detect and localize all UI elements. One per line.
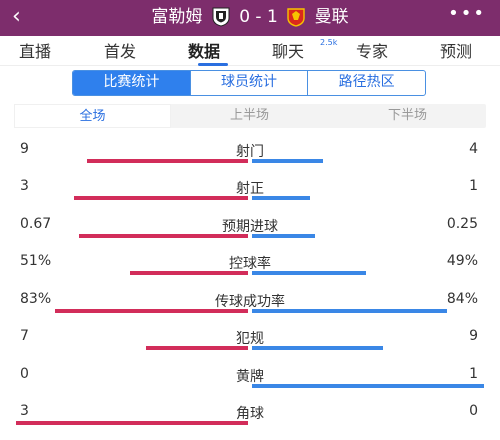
home-team-name: 富勒姆 xyxy=(151,7,203,27)
stat-row-expected-goals: 0.67 预期进球 0.25 xyxy=(0,216,500,246)
away-value: 4 xyxy=(469,141,478,157)
away-bar xyxy=(252,271,366,275)
match-header: ‹ 富勒姆 0 - 1 曼联 ••• xyxy=(0,0,500,36)
stat-label: 射门 xyxy=(236,144,264,160)
stat-row-fouls: 7 犯规 9 xyxy=(0,328,500,358)
stat-row-shots-on-target: 3 射正 1 xyxy=(0,178,500,208)
away-value: 0.25 xyxy=(446,216,478,232)
away-team-name: 曼联 xyxy=(314,7,349,27)
home-bar xyxy=(130,271,248,275)
stat-row-yellow-cards: 0 黄牌 1 xyxy=(0,366,500,396)
stat-row-pass-accuracy: 83% 传球成功率 84% xyxy=(0,291,500,321)
score-text: 0 - 1 xyxy=(239,7,278,27)
stat-row-shots: 9 射门 4 xyxy=(0,141,500,171)
home-value: 3 xyxy=(20,403,29,419)
home-value: 3 xyxy=(20,178,29,194)
man-utd-crest-icon xyxy=(287,8,305,27)
away-value: 84% xyxy=(446,291,478,307)
tab-chat[interactable]: 聊天 xyxy=(272,42,305,61)
stat-label: 预期进球 xyxy=(222,219,278,235)
more-dots-icon[interactable]: ••• xyxy=(448,3,486,24)
away-value: 49% xyxy=(446,253,478,269)
stat-row-corners: 3 角球 0 xyxy=(0,403,500,433)
away-value: 0 xyxy=(469,403,478,419)
stat-label: 射正 xyxy=(236,181,264,197)
away-bar xyxy=(252,196,310,200)
away-value: 1 xyxy=(469,366,478,382)
away-value: 1 xyxy=(469,178,478,194)
home-bar xyxy=(74,196,248,200)
home-value: 51% xyxy=(20,253,52,269)
tab-lineup[interactable]: 首发 xyxy=(104,42,137,61)
away-bar xyxy=(252,309,447,313)
home-bar xyxy=(55,309,248,313)
stat-label: 角球 xyxy=(236,406,264,422)
subtab-player-stats[interactable]: 球员统计 xyxy=(191,71,309,95)
away-bar xyxy=(252,384,484,388)
stat-label: 黄牌 xyxy=(236,369,264,385)
period-tab-bar: 全场 上半场 下半场 xyxy=(14,104,486,128)
stat-row-possession: 51% 控球率 49% xyxy=(0,253,500,283)
home-value: 0 xyxy=(20,366,29,382)
chat-count-badge: 2.5k xyxy=(320,38,338,47)
tab-live[interactable]: 直播 xyxy=(19,42,52,61)
stat-label: 控球率 xyxy=(229,256,271,272)
tab-prediction[interactable]: 预测 xyxy=(440,42,473,61)
main-tab-bar: 直播 首发 数据 聊天 2.5k 专家 预测 xyxy=(0,36,500,66)
back-arrow-icon[interactable]: ‹ xyxy=(12,4,21,29)
period-first-half[interactable]: 上半场 xyxy=(229,108,269,123)
home-value: 9 xyxy=(20,141,29,157)
active-tab-indicator xyxy=(198,63,228,66)
stats-subtab-bar: 比赛统计 球员统计 路径热区 xyxy=(72,70,426,96)
away-bar xyxy=(252,346,383,350)
stat-label: 传球成功率 xyxy=(215,294,285,310)
home-value: 83% xyxy=(20,291,52,307)
away-value: 9 xyxy=(469,328,478,344)
away-bar xyxy=(252,234,315,238)
home-bar xyxy=(87,159,248,163)
subtab-match-stats[interactable]: 比赛统计 xyxy=(73,71,191,95)
tab-expert[interactable]: 专家 xyxy=(356,42,389,61)
home-bar xyxy=(79,234,248,238)
subtab-heatmap[interactable]: 路径热区 xyxy=(338,74,395,90)
tab-data[interactable]: 数据 xyxy=(188,42,221,61)
stat-label: 犯规 xyxy=(236,331,264,347)
fulham-crest-icon xyxy=(212,7,230,27)
period-second-half[interactable]: 下半场 xyxy=(387,108,427,123)
home-bar xyxy=(16,421,248,425)
home-value: 0.67 xyxy=(20,216,52,232)
away-bar xyxy=(252,159,323,163)
period-full-match[interactable]: 全场 xyxy=(14,104,171,128)
scoreline: 富勒姆 0 - 1 曼联 xyxy=(0,5,500,29)
home-bar xyxy=(146,346,248,350)
home-value: 7 xyxy=(20,328,29,344)
